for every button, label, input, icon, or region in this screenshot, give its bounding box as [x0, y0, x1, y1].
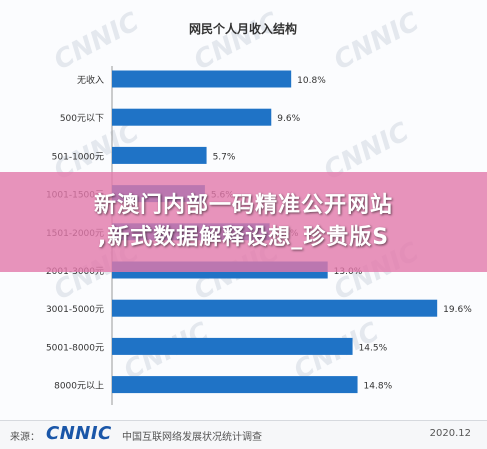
- bar: [112, 70, 292, 88]
- footer-org-name: 中国互联网络发展状况统计调查: [122, 432, 262, 443]
- watermark-text: CNNIC: [329, 7, 424, 76]
- value-label: 13.0%: [334, 267, 363, 277]
- category-label: 5001-8000元: [46, 343, 104, 353]
- category-label: 2001-3000元: [46, 267, 104, 277]
- value-label: 14.5%: [359, 343, 388, 353]
- bar: [112, 146, 207, 164]
- bar: [112, 337, 353, 355]
- banner-line-1: 新澳门内部一码精准公开网站: [93, 193, 393, 218]
- category-label: 500元以下: [60, 114, 104, 124]
- bar: [112, 299, 438, 317]
- overlay-banner: 新澳门内部一码精准公开网站 ,新式数据解释设想_珍贵版S: [0, 172, 487, 272]
- value-label: 14.8%: [364, 382, 393, 392]
- chart-title: 网民个人月收入结构: [189, 21, 297, 36]
- value-label: 10.8%: [297, 76, 326, 86]
- category-label: 8000元以上: [54, 381, 104, 392]
- value-label: 5.7%: [213, 152, 236, 162]
- cnnic-logo: CNNIC: [46, 423, 112, 444]
- value-label: 9.6%: [277, 114, 300, 124]
- value-label: 19.6%: [443, 305, 472, 315]
- bar: [112, 376, 358, 394]
- footer-source-label: 来源：: [10, 432, 40, 443]
- footer: 来源： CNNIC 中国互联网络发展状况统计调查 2020.12: [0, 420, 487, 449]
- category-label: 无收入: [77, 74, 104, 86]
- bar: [112, 108, 272, 126]
- footer-date: 2020.12: [429, 428, 471, 439]
- watermark-text: CNNIC: [189, 7, 284, 76]
- category-label: 3001-5000元: [46, 305, 104, 315]
- category-label: 501-1000元: [52, 152, 104, 162]
- banner-line-2: ,新式数据解释设想_珍贵版S: [97, 225, 390, 250]
- watermark-text: CNNIC: [49, 7, 144, 76]
